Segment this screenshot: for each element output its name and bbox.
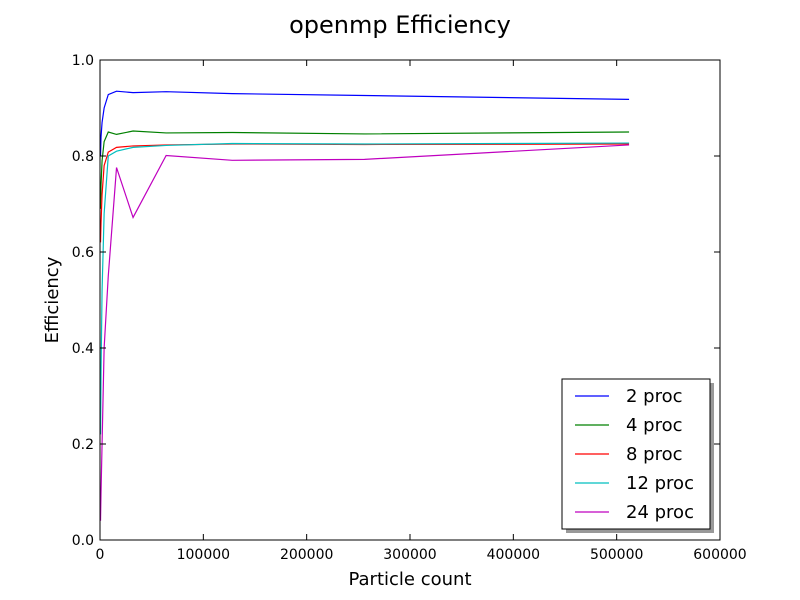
x-tick-label: 300000 bbox=[383, 547, 436, 563]
chart-title: openmp Efficiency bbox=[289, 11, 511, 39]
series-line-4 bbox=[99, 142, 630, 435]
y-tick-label: 0.6 bbox=[72, 245, 94, 261]
legend-label-2: 4 proc bbox=[626, 415, 683, 436]
legend: 2 proc 4 proc 8 proc 12 proc 24 proc bbox=[561, 378, 714, 533]
plot-area: 0 100000 200000 300000 400000 500000 600000 0.0… bbox=[72, 53, 747, 563]
y-tick-label: 0.2 bbox=[72, 437, 94, 453]
y-tick-label: 0.0 bbox=[72, 533, 94, 549]
x-tick-label: 200000 bbox=[280, 547, 333, 563]
x-tick-label: 600000 bbox=[693, 547, 746, 563]
series-line-1 bbox=[99, 90, 630, 157]
x-tick-label: 100000 bbox=[177, 547, 230, 563]
legend-label-5: 24 proc bbox=[626, 502, 694, 523]
legend-label-1: 2 proc bbox=[626, 386, 683, 407]
series-line-2 bbox=[99, 130, 630, 209]
series-line-5 bbox=[99, 144, 630, 521]
legend-label-4: 12 proc bbox=[626, 473, 694, 494]
y-tick-label: 0.4 bbox=[72, 341, 94, 357]
x-tick-label: 0 bbox=[96, 547, 105, 563]
x-tick-label: 400000 bbox=[487, 547, 540, 563]
x-axis-title: Particle count bbox=[348, 569, 471, 590]
y-tick-label: 0.8 bbox=[72, 149, 94, 165]
legend-label-3: 8 proc bbox=[626, 444, 683, 465]
y-axis-title: Efficiency bbox=[42, 256, 63, 343]
y-tick-label: 1.0 bbox=[72, 53, 94, 69]
x-tick-label: 500000 bbox=[590, 547, 643, 563]
